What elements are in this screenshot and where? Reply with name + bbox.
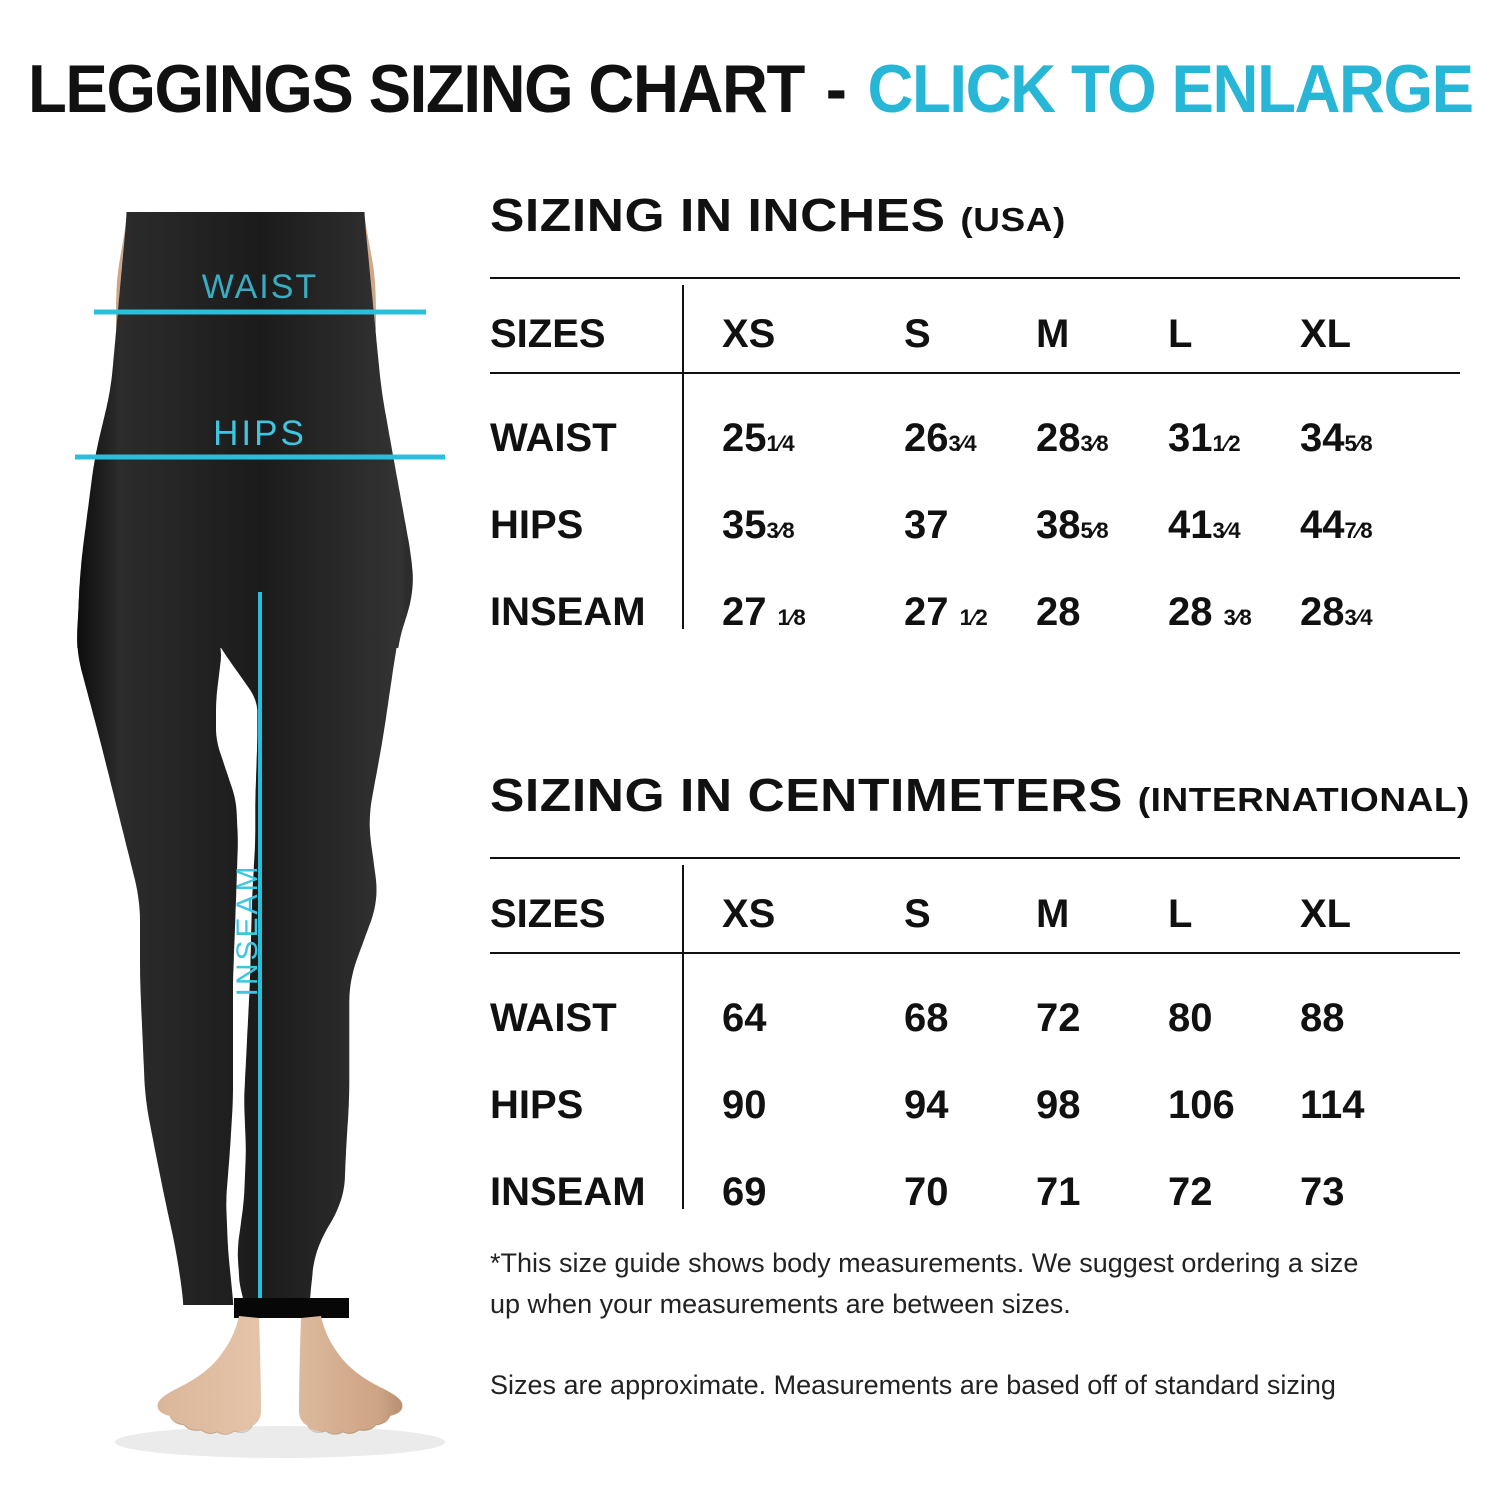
- svg-text:WAIST: WAIST: [202, 268, 318, 306]
- svg-text:INSEAM: INSEAM: [231, 863, 264, 996]
- svg-text:HIPS: HIPS: [213, 414, 307, 453]
